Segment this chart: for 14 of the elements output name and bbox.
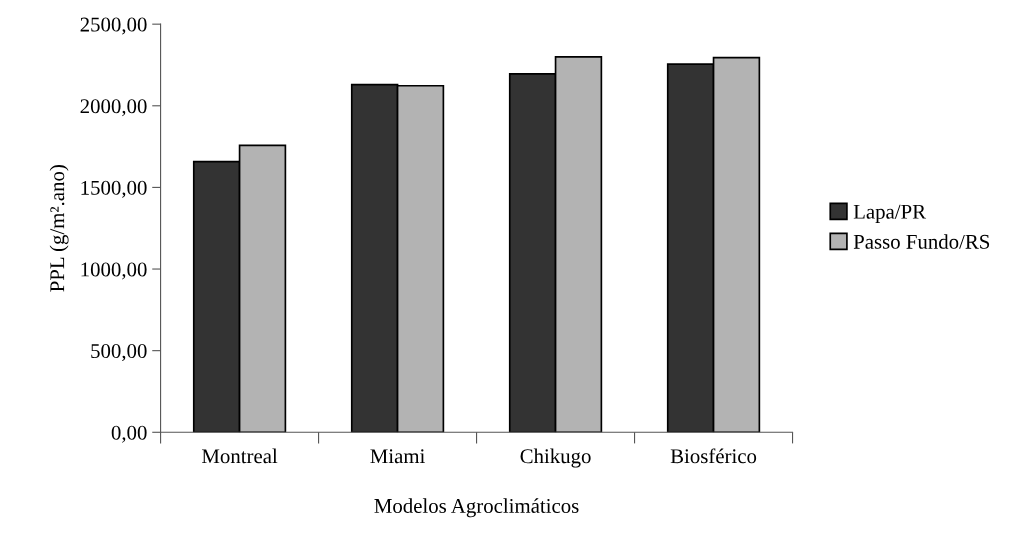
y-tick-label: 2500,00 <box>80 17 147 35</box>
y-tick-label: 2000,00 <box>80 99 147 117</box>
x-axis-title: Modelos Agroclimáticos <box>374 498 579 518</box>
legend-label: Passo Fundo/RS <box>853 234 990 249</box>
x-tick-label: Biosférico <box>670 448 757 464</box>
x-tick-label: Miami <box>370 449 425 464</box>
y-tick-label: 500,00 <box>91 344 147 362</box>
legend-label: Lapa/PR <box>853 204 927 224</box>
y-tick-label: 0,00 <box>111 425 147 443</box>
y-tick-label: 1500,00 <box>81 180 147 198</box>
y-tick-label: 1000,00 <box>81 262 147 280</box>
x-tick-label: Montreal <box>201 448 278 464</box>
x-tick-label: Chikugo <box>520 448 591 468</box>
y-axis-title: PPL (g/m².ano) <box>49 165 69 292</box>
